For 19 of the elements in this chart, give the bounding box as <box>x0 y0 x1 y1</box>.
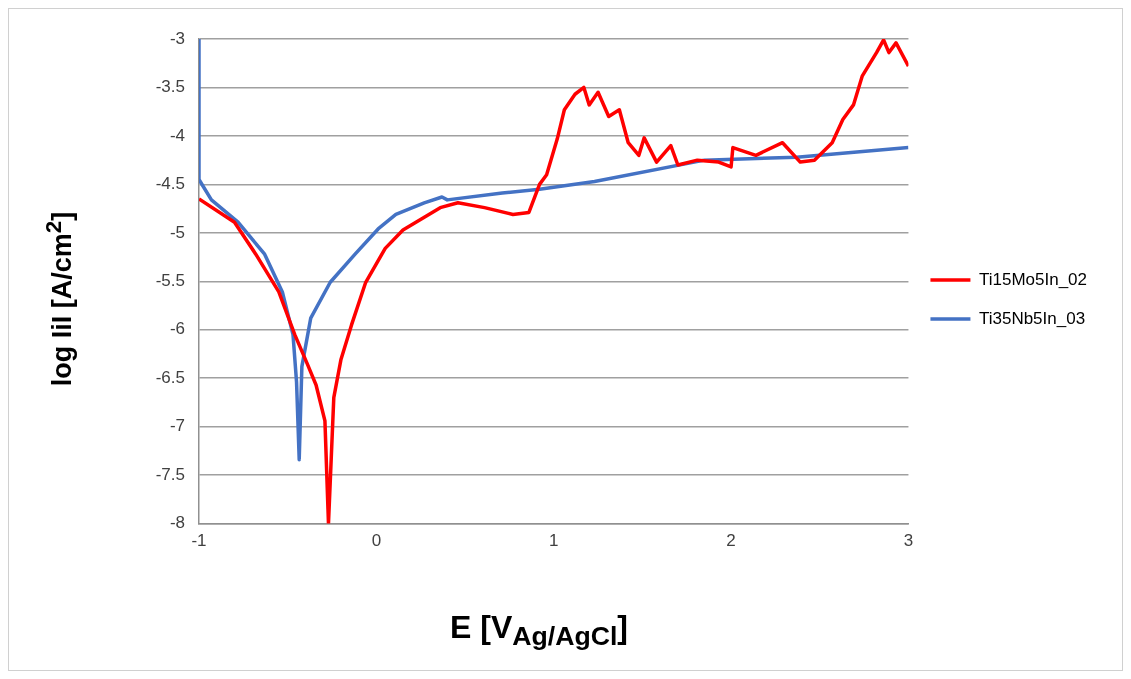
y-tick-label: -5 <box>169 222 185 242</box>
y-tick-label: -3.5 <box>155 77 185 97</box>
y-tick-label: -3 <box>169 28 185 48</box>
legend-label: Ti15Mo5In_02 <box>978 269 1088 289</box>
x-tick-label: 0 <box>371 531 382 551</box>
y-tick-label: -7.5 <box>155 464 185 484</box>
y-tick-label: -8 <box>169 513 185 533</box>
x-tick-label: -1 <box>191 531 207 551</box>
y-tick-label: -6 <box>169 319 185 339</box>
y-tick-label: -5.5 <box>155 270 185 290</box>
y-tick-label: -7 <box>169 416 185 436</box>
x-tick-label: 1 <box>548 531 559 551</box>
y-tick-label: -4.5 <box>155 174 185 194</box>
x-axis-title: E [V$_{Ag/AgCl}$] <box>449 609 629 653</box>
x-tick-label: 3 <box>903 531 914 551</box>
x-tick-label: 2 <box>726 531 736 551</box>
legend-label: Ti35Nb5In_03 <box>978 308 1086 328</box>
y-tick-label: -6.5 <box>155 367 185 387</box>
y-tick-label: -4 <box>169 125 185 145</box>
